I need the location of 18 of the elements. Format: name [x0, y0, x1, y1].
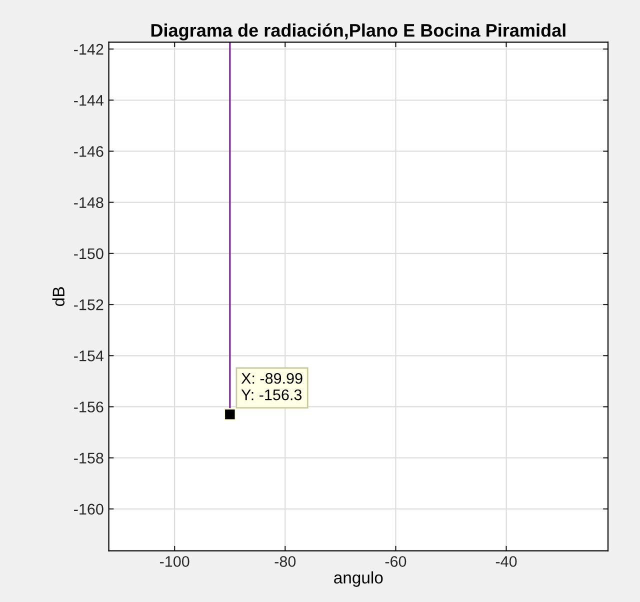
- y-tick-label: -156: [74, 402, 104, 412]
- x-tick-label: -100: [160, 556, 190, 567]
- y-tick-label: -158: [74, 452, 104, 464]
- chart-title: Diagrama de radiación,Plano E Bocina Piramidal: [151, 23, 566, 40]
- y-tick-label: -152: [74, 299, 104, 310]
- y-tick-label: -148: [74, 197, 104, 208]
- x-tick-label: -80: [274, 556, 296, 567]
- x-axis-title: angulo: [334, 571, 383, 587]
- y-tick-label: -144: [74, 95, 104, 106]
- x-tick-label: -40: [496, 556, 517, 567]
- y-tick-label: -142: [74, 44, 104, 55]
- y-tick-label: -146: [74, 146, 104, 157]
- y-tick-label: -160: [74, 504, 104, 515]
- y-tick-label: -154: [74, 350, 104, 362]
- annotation: X: -89.99 Y: -156.3: [241, 372, 302, 400]
- y-tick-label: -150: [74, 248, 104, 260]
- x-tick-label: -60: [385, 556, 406, 567]
- y-axis-title: dB: [52, 287, 65, 306]
